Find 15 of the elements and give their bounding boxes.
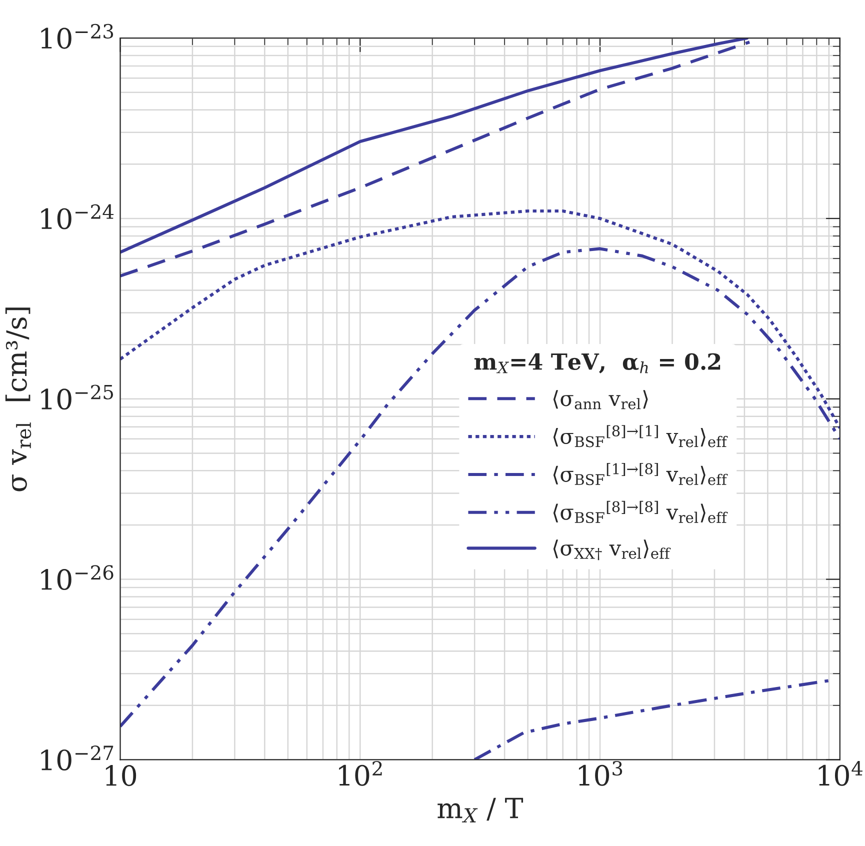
legend-label: ⟨σ$_{ann}$ v$_{rel}$⟩ <box>553 390 648 410</box>
y-tick-label: 10$^{−24}$ <box>41 204 114 230</box>
legend-label: ⟨σ$_{BSF}$$^{[1]→[8]}$ v$_{rel}$⟩$_{eff}$ <box>553 463 728 486</box>
x-tick-label: 10$^{3}$ <box>578 760 622 786</box>
legend-label: ⟨σ$_{BSF}$$^{[8]→[1]}$ v$_{rel}$⟩$_{eff}$ <box>553 425 728 448</box>
legend-label: ⟨σ$_{XX†}$ v$_{rel}$⟩$_{eff}$ <box>553 540 671 560</box>
x-axis-title: m$_{X}$ / T <box>438 798 524 822</box>
legend-label: ⟨σ$_{BSF}$$^{[8]→[8]}$ v$_{rel}$⟩$_{eff}$ <box>553 500 728 524</box>
y-axis-title: σ v$_{rel}$ [cm³/s] <box>5 308 32 492</box>
x-tick-label: 10$^{4}$ <box>818 760 862 786</box>
y-tick-label: 10$^{−26}$ <box>41 565 114 590</box>
legend-title: m$_{X}$=4 TeV, α$_{h}$ = 0.2 <box>474 353 720 374</box>
x-tick-label: 10$^{2}$ <box>339 760 382 786</box>
y-tick-label: 10$^{−25}$ <box>41 384 114 410</box>
y-tick-label: 10$^{−23}$ <box>41 24 114 49</box>
